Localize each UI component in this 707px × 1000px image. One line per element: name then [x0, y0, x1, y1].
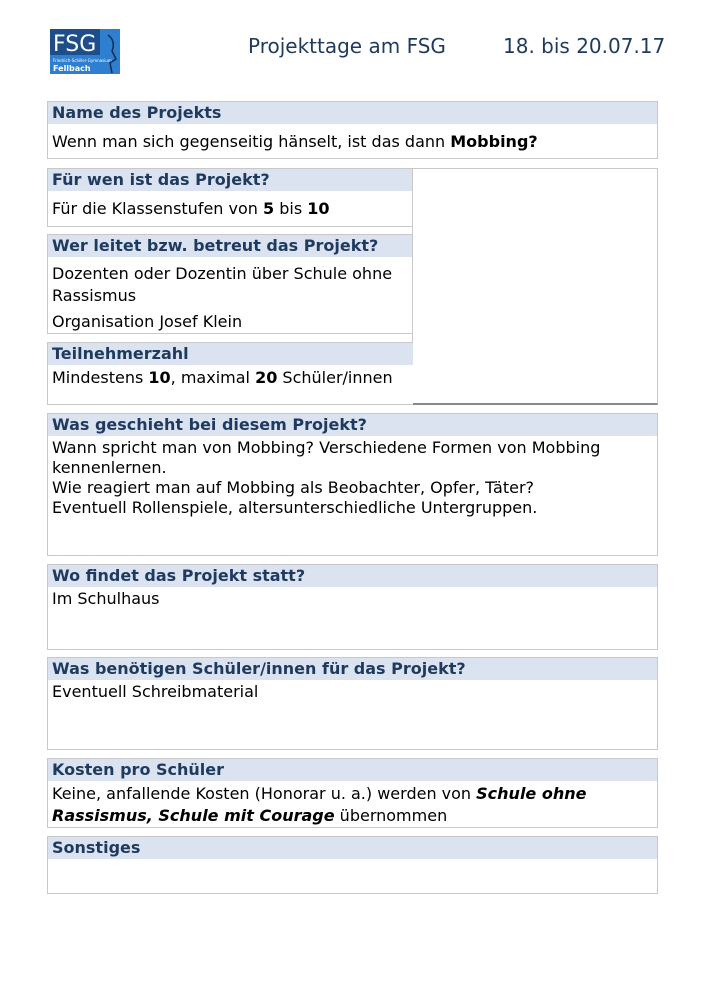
- section-location: Wo findet das Projekt statt? Im Schulhau…: [47, 564, 658, 650]
- section-heading: Kosten pro Schüler: [48, 759, 657, 781]
- organisation-text: Organisation Josef Klein: [52, 312, 243, 331]
- section-misc: Sonstiges: [47, 836, 658, 894]
- section-heading: Was geschieht bei diesem Projekt?: [48, 414, 657, 436]
- text: Für die Klassenstufen von: [52, 199, 263, 218]
- svg-text:FSG: FSG: [53, 32, 96, 57]
- grade-max: 10: [307, 199, 330, 218]
- fsg-logo: FSG Friedrich-Schiller-Gymnasium Fellbac…: [50, 29, 120, 74]
- grade-min: 5: [263, 199, 275, 218]
- svg-text:Friedrich-Schiller-Gymnasium: Friedrich-Schiller-Gymnasium: [53, 58, 112, 63]
- project-name: Wenn man sich gegenseitig hänselt, ist d…: [52, 132, 451, 151]
- section-heading: Teilnehmerzahl: [48, 343, 413, 365]
- section-heading: Name des Projekts: [48, 102, 657, 124]
- section-heading: Was benötigen Schüler/innen für das Proj…: [48, 658, 657, 680]
- text: Mindestens: [52, 368, 149, 387]
- max-participants: 20: [255, 368, 278, 387]
- sponsor-name: Schule ohne Rassismus, Schule mit Courag…: [52, 784, 587, 825]
- min-participants: 10: [148, 368, 171, 387]
- page-title: Projekttage am FSG: [248, 34, 446, 58]
- section-materials: Was benötigen Schüler/innen für das Proj…: [47, 657, 658, 750]
- text: Schüler/innen: [277, 368, 393, 387]
- section-description: Was geschieht bei diesem Projekt? Wann s…: [47, 413, 658, 556]
- text: übernommen: [334, 806, 448, 825]
- text: bis: [274, 199, 308, 218]
- section-heading: Für wen ist das Projekt?: [48, 169, 412, 191]
- materials-text: Eventuell Schreibmaterial: [52, 682, 259, 701]
- section-participants: Teilnehmerzahl Mindestens 10, maximal 20…: [47, 342, 413, 405]
- location-text: Im Schulhaus: [52, 589, 160, 608]
- image-placeholder: [412, 168, 658, 405]
- section-heading: Wo findet das Projekt statt?: [48, 565, 657, 587]
- svg-text:Fellbach: Fellbach: [53, 64, 91, 73]
- project-dates: 18. bis 20.07.17: [503, 34, 666, 58]
- description-line: Wann spricht man von Mobbing? Verschiede…: [52, 438, 601, 477]
- section-name: Name des Projekts Wenn man sich gegensei…: [47, 101, 658, 159]
- text: , maximal: [170, 368, 256, 387]
- section-heading: Sonstiges: [48, 837, 657, 859]
- section-target: Für wen ist das Projekt? Für die Klassen…: [47, 168, 413, 227]
- text: Keine, anfallende Kosten (Honorar u. a.)…: [52, 784, 477, 803]
- section-costs: Kosten pro Schüler Keine, anfallende Kos…: [47, 758, 658, 828]
- project-name-bold: Mobbing?: [450, 132, 538, 151]
- description-line: Wie reagiert man auf Mobbing als Beobach…: [52, 478, 535, 497]
- leader-text: Dozenten oder Dozentin über Schule ohne …: [52, 264, 393, 305]
- description-line: Eventuell Rollenspiele, altersunterschie…: [52, 498, 538, 517]
- section-heading: Wer leitet bzw. betreut das Projekt?: [48, 235, 412, 257]
- section-leader: Wer leitet bzw. betreut das Projekt? Doz…: [47, 234, 413, 334]
- misc-text: [48, 859, 657, 862]
